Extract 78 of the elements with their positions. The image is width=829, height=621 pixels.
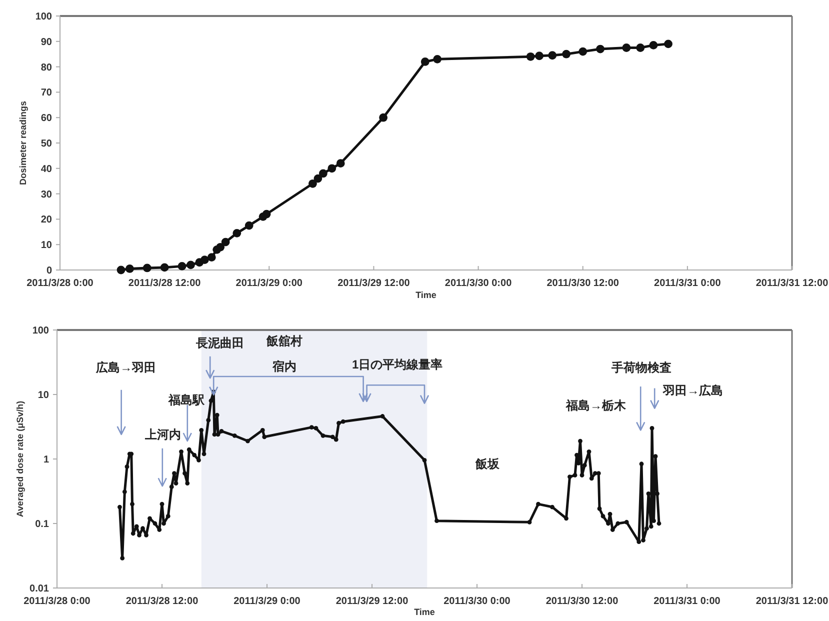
point <box>178 262 186 270</box>
x-tick-label: 2011/3/31 12:00 <box>756 278 829 289</box>
x-tick-label: 2011/3/30 12:00 <box>546 278 620 289</box>
y-tick-label: 30 <box>40 189 52 200</box>
point <box>636 44 645 52</box>
y-tick-label: 100 <box>35 12 52 22</box>
x-tick-label: 2011/3/28 12:00 <box>126 596 199 607</box>
y-tick-label: 90 <box>40 36 52 48</box>
x-tick-label: 2011/3/29 0:00 <box>236 278 303 289</box>
x-tick-label: 2011/3/29 12:00 <box>336 596 409 607</box>
point <box>548 51 557 60</box>
point <box>379 113 388 122</box>
x-tick-label: 2011/3/30 12:00 <box>546 596 619 607</box>
point <box>186 260 195 270</box>
point <box>433 54 442 64</box>
point <box>535 52 544 60</box>
point <box>244 221 254 230</box>
y-tick-label: 20 <box>40 214 52 226</box>
y-axis-title: Averaged dose rate (μSv/h) <box>15 400 25 518</box>
point <box>116 266 126 274</box>
y-tick-label: 70 <box>40 88 52 99</box>
point <box>142 264 152 272</box>
point <box>328 164 336 173</box>
annotation: 手荷物検査 <box>610 360 672 375</box>
point <box>314 174 322 183</box>
x-tick-label: 2011/3/28 0:00 <box>24 596 91 607</box>
y-tick-label: 10 <box>40 240 52 252</box>
point <box>308 179 317 188</box>
y-tick-label: 60 <box>40 113 52 124</box>
annotation: 上河内 <box>144 427 181 442</box>
annotation: 福島→栃木 <box>565 398 627 413</box>
point <box>216 242 225 252</box>
x-tick-label: 2011/3/29 0:00 <box>234 596 301 607</box>
y-axis-title: Dosimeter readings <box>18 100 28 186</box>
point <box>649 41 658 50</box>
x-tick-label: 2011/3/31 0:00 <box>654 596 721 607</box>
annotation: 羽田→広島 <box>662 383 724 398</box>
annotation: 飯舘村 <box>266 334 302 348</box>
x-tick-label: 2011/3/30 0:00 <box>444 596 511 607</box>
point <box>664 40 672 48</box>
annotation: 1日の平均線量率 <box>352 358 443 372</box>
point <box>562 50 570 58</box>
point <box>318 169 328 178</box>
x-tick-label: 2011/3/28 12:00 <box>128 278 202 289</box>
y-tick-label: 1 <box>43 454 50 466</box>
point <box>336 159 345 168</box>
annotation: 広島→羽田 <box>95 360 156 375</box>
y-tick-label: 0.01 <box>30 584 50 594</box>
annotation: 飯坂 <box>474 456 500 471</box>
x-tick-label: 2011/3/31 0:00 <box>654 278 722 289</box>
y-tick-label: 40 <box>40 164 52 175</box>
y-tick-label: 100 <box>32 326 50 336</box>
x-axis-title: Time <box>414 607 435 617</box>
x-tick-label: 2011/3/28 0:00 <box>26 278 94 289</box>
point <box>578 47 588 56</box>
annotation: 長泥曲田 <box>194 336 244 350</box>
point <box>160 263 169 272</box>
point <box>420 58 430 66</box>
point <box>221 238 230 246</box>
y-tick-label: 80 <box>40 62 52 74</box>
x-tick-label: 2011/3/31 12:00 <box>756 596 829 607</box>
y-tick-label: 10 <box>38 390 50 401</box>
annotation: 宿内 <box>272 360 296 374</box>
x-axis-title: Time <box>416 290 436 300</box>
point <box>596 44 604 54</box>
y-tick-label: 0.1 <box>35 519 50 530</box>
point <box>126 264 134 273</box>
point <box>207 253 216 262</box>
x-tick-label: 2011/3/30 0:00 <box>444 278 512 289</box>
point <box>622 44 631 52</box>
point <box>262 210 271 218</box>
x-tick-label: 2011/3/29 12:00 <box>338 278 410 289</box>
y-tick-label: 0 <box>46 266 52 276</box>
point <box>232 228 242 238</box>
y-tick-label: 50 <box>40 138 52 150</box>
point <box>200 256 209 264</box>
annotation: 福島駅 <box>168 393 206 408</box>
point <box>526 52 535 61</box>
